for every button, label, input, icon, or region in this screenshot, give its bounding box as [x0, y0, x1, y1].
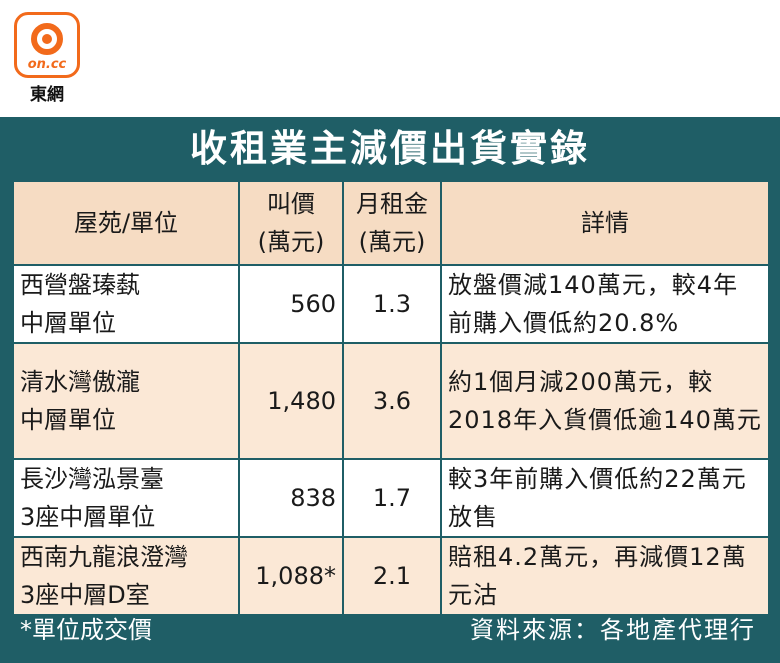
property-unit: 中層單位: [20, 406, 116, 434]
table-row: 西南九龍浪澄灣 3座中層D室 1,088* 2.1 賠租4.2萬元，再減價12萬…: [12, 536, 770, 616]
property-name: 西南九龍浪澄灣: [20, 543, 188, 571]
property-unit: 中層單位: [20, 309, 116, 337]
property-name: 清水灣傲瀧: [20, 368, 140, 396]
info-panel: 收租業主減價出貨實錄 屋苑/單位 叫價 (萬元) 月租金 (萬元) 詳情 西營盤…: [0, 117, 780, 663]
logo-caption: 東網: [30, 85, 64, 105]
header-rent-line1: 月租金: [356, 190, 428, 218]
cell-rent: 2.1: [342, 536, 442, 616]
cell-rent: 1.7: [342, 458, 442, 538]
cell-property: 西營盤瑧蓺 中層單位: [12, 264, 240, 344]
cell-rent: 1.3: [342, 264, 442, 344]
cell-detail: 較3年前購入價低約22萬元放售: [440, 458, 770, 538]
price-cut-table: 屋苑/單位 叫價 (萬元) 月租金 (萬元) 詳情 西營盤瑧蓺 中層單位 560…: [12, 180, 770, 616]
header-rent: 月租金 (萬元): [342, 180, 442, 266]
table-row: 清水灣傲瀧 中層單位 1,480 3.6 約1個月減200萬元，較2018年入貨…: [12, 342, 770, 460]
cell-property: 清水灣傲瀧 中層單位: [12, 342, 240, 460]
property-name: 西營盤瑧蓺: [20, 271, 140, 299]
table-row: 西營盤瑧蓺 中層單位 560 1.3 放盤價減140萬元，較4年前購入價低約20…: [12, 264, 770, 344]
cell-price: 1,088*: [238, 536, 344, 616]
cell-price: 560: [238, 264, 344, 344]
header-price-line1: 叫價: [267, 190, 315, 218]
cell-detail: 放盤價減140萬元，較4年前購入價低約20.8%: [440, 264, 770, 344]
header-detail: 詳情: [440, 180, 770, 266]
property-name: 長沙灣泓景臺: [20, 465, 164, 493]
cell-property: 西南九龍浪澄灣 3座中層D室: [12, 536, 240, 616]
cell-detail: 賠租4.2萬元，再減價12萬元沽: [440, 536, 770, 616]
property-unit: 3座中層單位: [20, 503, 156, 531]
header-property: 屋苑/單位: [12, 180, 240, 266]
table-row: 長沙灣泓景臺 3座中層單位 838 1.7 較3年前購入價低約22萬元放售: [12, 458, 770, 538]
logo-dot-icon: [42, 34, 52, 44]
property-unit: 3座中層D室: [20, 581, 150, 609]
table-header-row: 屋苑/單位 叫價 (萬元) 月租金 (萬元) 詳情: [12, 180, 770, 266]
oncc-logo: on.cc: [14, 12, 80, 78]
logo-ring-icon: [31, 23, 63, 55]
cell-price: 838: [238, 458, 344, 538]
logo-mark: on.cc: [14, 12, 80, 78]
cell-price: 1,480: [238, 342, 344, 460]
cell-rent: 3.6: [342, 342, 442, 460]
cell-detail: 約1個月減200萬元，較2018年入貨價低逾140萬元: [440, 342, 770, 460]
logo-mark-text: on.cc: [27, 57, 67, 72]
header-price-line2: (萬元): [257, 228, 325, 256]
data-source: 資料來源：各地產代理行: [470, 616, 756, 644]
panel-title: 收租業主減價出貨實錄: [190, 127, 590, 170]
header-price: 叫價 (萬元): [238, 180, 344, 266]
footnote: *單位成交價: [20, 616, 152, 644]
cell-property: 長沙灣泓景臺 3座中層單位: [12, 458, 240, 538]
header-rent-line2: (萬元): [358, 228, 426, 256]
